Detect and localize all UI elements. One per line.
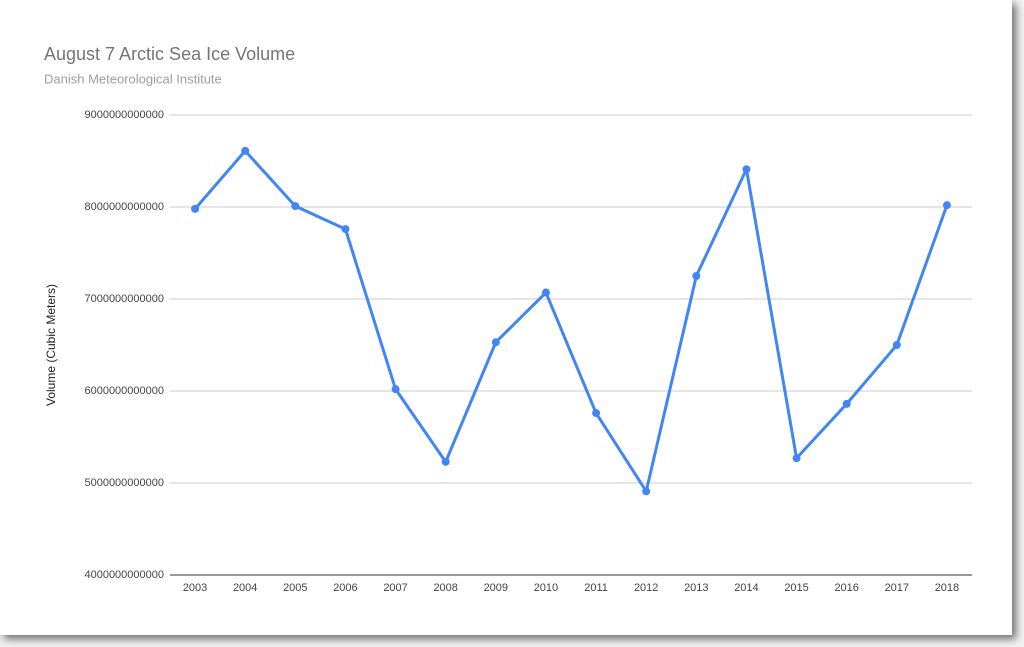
chart-subtitle: Danish Meteorological Institute [44, 71, 222, 86]
data-point [191, 204, 200, 213]
x-tick-label: 2018 [935, 582, 959, 594]
data-point [592, 409, 601, 418]
y-tick-label: 6000000000000 [84, 385, 164, 397]
data-point [842, 399, 851, 408]
data-point [742, 165, 751, 174]
x-tick-label: 2015 [784, 582, 808, 594]
x-tick-label: 2016 [834, 582, 858, 594]
data-point [942, 201, 951, 210]
data-line [193, 149, 949, 493]
y-tick-label: 8000000000000 [84, 201, 164, 213]
x-tick-label: 2006 [333, 582, 357, 594]
y-tick-label: 5000000000000 [84, 477, 164, 489]
data-point [692, 272, 701, 280]
data-point [792, 454, 801, 463]
x-tick-label: 2009 [484, 582, 508, 594]
data-point [341, 225, 350, 234]
x-tick-label: 2014 [734, 582, 758, 594]
data-point [291, 202, 300, 211]
data-point [541, 288, 550, 297]
x-tick-label: 2017 [885, 582, 909, 594]
x-tick-label: 2007 [383, 582, 407, 594]
x-tick-label: 2008 [433, 582, 457, 594]
chart-title: August 7 Arctic Sea Ice Volume [44, 44, 295, 64]
x-tick-label: 2011 [584, 582, 608, 594]
y-tick-label: 4000000000000 [84, 569, 164, 581]
data-point [491, 338, 500, 347]
x-tick-label: 2010 [534, 582, 558, 594]
data-point [642, 487, 651, 496]
y-tick-label: 9000000000000 [84, 109, 164, 121]
x-tick-label: 2003 [183, 582, 207, 594]
y-tick-label: 7000000000000 [84, 293, 164, 305]
x-tick-label: 2012 [634, 582, 658, 594]
y-axis-label: Volume (Cubic Meters) [44, 284, 58, 406]
data-point [441, 457, 450, 466]
data-point [391, 385, 400, 394]
data-point [241, 146, 250, 155]
x-tick-label: 2005 [283, 582, 307, 594]
chart: August 7 Arctic Sea Ice Volume Danish Me… [44, 44, 972, 594]
card [0, 0, 1012, 635]
data-point [892, 341, 901, 349]
x-tick-label: 2013 [684, 582, 708, 594]
x-tick-label: 2004 [233, 582, 257, 594]
